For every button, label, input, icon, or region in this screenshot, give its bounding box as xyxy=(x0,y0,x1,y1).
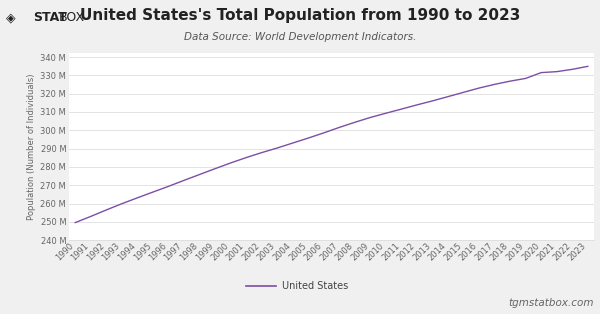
Text: ◈: ◈ xyxy=(6,11,16,24)
Text: United States's Total Population from 1990 to 2023: United States's Total Population from 19… xyxy=(80,8,520,23)
Text: BOX: BOX xyxy=(59,11,85,24)
Y-axis label: Population (Number of Individuals): Population (Number of Individuals) xyxy=(27,73,36,220)
Text: Data Source: World Development Indicators.: Data Source: World Development Indicator… xyxy=(184,32,416,42)
Text: STAT: STAT xyxy=(33,11,67,24)
Text: tgmstatbox.com: tgmstatbox.com xyxy=(509,298,594,308)
Text: United States: United States xyxy=(282,281,348,291)
